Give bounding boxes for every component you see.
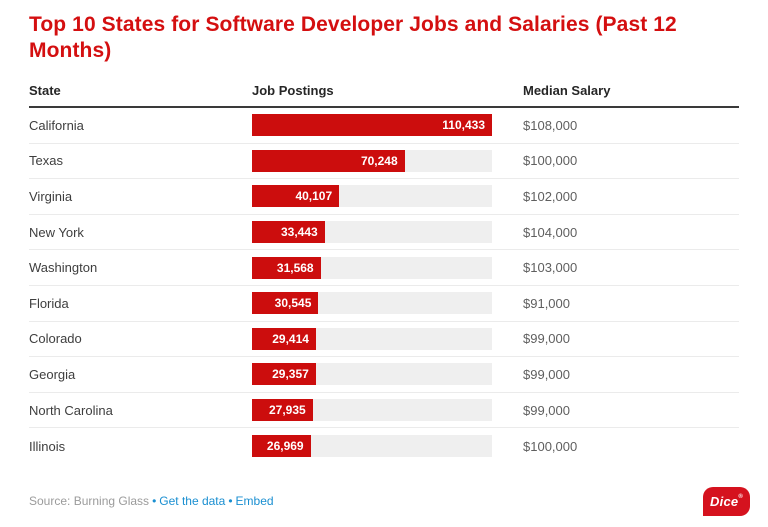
- dice-logo-text: Dice®: [710, 493, 743, 509]
- table-row: Florida 30,545 $91,000: [29, 286, 739, 322]
- median-salary: $108,000: [523, 117, 578, 133]
- chart-title: Top 10 States for Software Developer Job…: [29, 13, 677, 62]
- state-name: Georgia: [29, 366, 76, 382]
- postings-bar: 110,433: [252, 114, 492, 137]
- postings-bar: 31,568: [252, 256, 321, 279]
- median-salary: $100,000: [523, 153, 578, 169]
- table-row: Texas 70,248 $100,000: [29, 144, 739, 180]
- bar-track: 26,969: [252, 435, 492, 458]
- postings-bar-cell: 30,545: [252, 292, 492, 315]
- column-header-salary: Median Salary: [523, 83, 611, 98]
- state-name: Florida: [29, 295, 69, 311]
- postings-bar: 40,107: [252, 185, 340, 208]
- postings-value: 31,568: [276, 260, 314, 275]
- postings-value: 30,545: [274, 296, 312, 311]
- bar-track: 29,414: [252, 327, 492, 350]
- postings-bar: 27,935: [252, 399, 313, 422]
- postings-bar: 70,248: [252, 149, 405, 172]
- get-the-data-link[interactable]: Get the data: [159, 494, 226, 509]
- bullet-separator: •: [228, 494, 233, 509]
- median-salary: $102,000: [523, 188, 578, 204]
- median-salary: $99,000: [523, 366, 570, 382]
- postings-bar-cell: 27,935: [252, 399, 492, 422]
- table-row: Georgia 29,357 $99,000: [29, 357, 739, 393]
- source-credits: Source: Burning Glass • Get the data • Embed: [29, 494, 274, 508]
- chart-container: Top 10 States for Software Developer Job…: [29, 13, 750, 516]
- table-row: Washington 31,568 $103,000: [29, 250, 739, 286]
- median-salary: $103,000: [523, 260, 578, 276]
- state-name: Texas: [29, 153, 63, 169]
- bar-track: 40,107: [252, 185, 492, 208]
- table-row: Virginia 40,107 $102,000: [29, 179, 739, 215]
- bar-track: 31,568: [252, 256, 492, 279]
- postings-bar: 26,969: [252, 435, 311, 458]
- postings-value: 29,357: [272, 367, 309, 382]
- bullet-separator: •: [152, 494, 157, 509]
- bar-track: 33,443: [252, 221, 492, 244]
- postings-bar-cell: 26,969: [252, 435, 492, 458]
- table-header-row: State Job Postings Median Salary: [29, 83, 739, 108]
- postings-bar: 29,357: [252, 363, 316, 386]
- bar-track: 30,545: [252, 292, 492, 315]
- postings-bar-cell: 110,433: [252, 114, 492, 137]
- postings-bar-cell: 31,568: [252, 256, 492, 279]
- postings-value: 70,248: [360, 153, 398, 168]
- state-name: North Carolina: [29, 402, 113, 418]
- postings-bar: 29,414: [252, 327, 316, 350]
- median-salary: $99,000: [523, 331, 570, 347]
- state-name: Washington: [29, 260, 98, 276]
- postings-value: 27,935: [269, 403, 306, 418]
- state-name: Colorado: [29, 331, 82, 347]
- table-row: California 110,433 $108,000: [29, 108, 739, 144]
- state-name: New York: [29, 224, 84, 240]
- data-table: State Job Postings Median Salary Califor…: [29, 83, 739, 464]
- embed-link[interactable]: Embed: [235, 494, 274, 509]
- table-row: New York 33,443 $104,000: [29, 215, 739, 251]
- median-salary: $100,000: [523, 438, 578, 454]
- postings-value: 110,433: [442, 118, 485, 133]
- registered-mark: ®: [738, 493, 743, 500]
- postings-value: 26,969: [266, 439, 304, 454]
- postings-value: 29,414: [272, 331, 309, 346]
- chart-footer: Source: Burning Glass • Get the data • Embed…: [29, 486, 750, 516]
- column-header-state: State: [29, 83, 61, 98]
- bar-track: 29,357: [252, 363, 492, 386]
- postings-bar: 30,545: [252, 292, 319, 315]
- postings-bar-cell: 29,414: [252, 327, 492, 350]
- state-name: California: [29, 117, 84, 133]
- bar-track: 70,248: [252, 149, 492, 172]
- median-salary: $104,000: [523, 224, 578, 240]
- state-name: Virginia: [29, 188, 73, 204]
- postings-value: 40,107: [295, 189, 333, 204]
- state-name: Illinois: [29, 438, 66, 454]
- bar-track: 27,935: [252, 399, 492, 422]
- source-text: Source: Burning Glass: [29, 494, 150, 509]
- postings-bar-cell: 29,357: [252, 363, 492, 386]
- median-salary: $91,000: [523, 295, 570, 311]
- postings-bar-cell: 33,443: [252, 221, 492, 244]
- table-row: North Carolina 27,935 $99,000: [29, 393, 739, 429]
- postings-bar-cell: 70,248: [252, 149, 492, 172]
- postings-bar: 33,443: [252, 221, 325, 244]
- bar-track: 110,433: [252, 114, 492, 137]
- column-header-postings: Job Postings: [252, 83, 334, 98]
- table-row: Illinois 26,969 $100,000: [29, 428, 739, 464]
- postings-value: 33,443: [280, 225, 318, 240]
- median-salary: $99,000: [523, 402, 570, 418]
- table-row: Colorado 29,414 $99,000: [29, 322, 739, 358]
- dice-logo[interactable]: Dice®: [703, 486, 750, 516]
- postings-bar-cell: 40,107: [252, 185, 492, 208]
